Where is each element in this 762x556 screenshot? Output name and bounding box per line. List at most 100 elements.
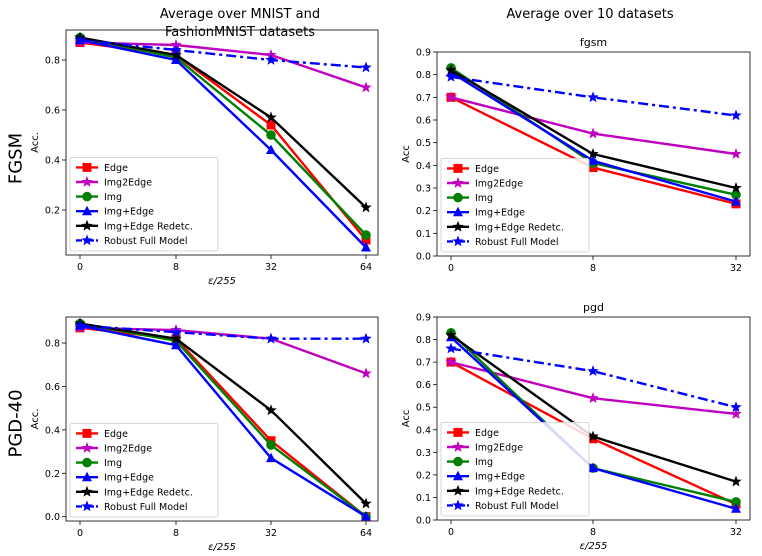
data-point-robust-full-model (360, 61, 372, 73)
y-tick-label: 0.8 (416, 70, 431, 81)
data-point-img-edge-redetc (360, 201, 372, 213)
chart-title: fgsm (580, 36, 607, 49)
legend-label: Edge (104, 429, 128, 440)
legend-label: Edge (104, 163, 128, 174)
legend-label: Img2Edge (475, 443, 523, 454)
legend-label: Img+Edge Redetc. (475, 486, 564, 497)
legend-label: Img+Edge Redetc. (104, 221, 193, 232)
x-tick-label: 8 (173, 528, 179, 539)
legend-label: Robust Full Model (104, 502, 188, 513)
y-tick-label: 0.4 (416, 161, 431, 172)
data-point-robust-full-model (265, 332, 277, 344)
data-point-img2edge (587, 392, 599, 404)
data-point-img (731, 497, 741, 507)
y-tick-label: 0.3 (416, 184, 431, 195)
legend-label: Img+Edge (475, 472, 525, 483)
data-point-img2edge (730, 407, 742, 419)
data-point-img-edge (588, 462, 598, 473)
series-line-img (79, 36, 367, 236)
x-tick-label: 64 (360, 262, 372, 273)
data-point-img2edge (445, 91, 457, 103)
series-line-robust-full-model (79, 324, 366, 340)
legend-box (69, 156, 219, 252)
legend: Edge Img2Edge Img Img+Edge Img+Edge Redetc. R… (69, 156, 219, 252)
legend-marker (452, 484, 464, 496)
legend-marker (81, 485, 93, 497)
chart-panel-3: 0.0 0.1 0.2 0.3 0.4 0.5 0.6 0.7 0.8 0.9 0 8 32 ε/255 A… (401, 301, 751, 552)
legend-marker (82, 428, 92, 438)
data-point-img-edge (361, 242, 371, 252)
y-tick-label: 0.0 (45, 512, 60, 523)
legend-marker (82, 457, 92, 468)
legend-box (440, 421, 590, 517)
data-point-img-edge-redetc (265, 111, 277, 123)
x-axis-label: ε/255 (208, 276, 236, 287)
x-tick-label: 8 (173, 262, 179, 273)
series-line-robust-full-model (79, 38, 367, 69)
data-point-img (266, 130, 276, 140)
series-line-img-edge (79, 38, 367, 249)
series-line-robust-full-model (450, 347, 737, 409)
y-tick-label: 0.0 (416, 516, 431, 527)
y-axis-label: Acc. (30, 132, 41, 153)
legend-marker (452, 220, 464, 232)
data-point-img-edge-redetc (445, 64, 457, 75)
legend-label: Edge (475, 164, 499, 175)
data-point-img-edge (171, 54, 181, 64)
x-tick-label: 0 (448, 263, 454, 274)
legend-marker (82, 205, 92, 216)
data-point-robust-full-model (730, 109, 742, 121)
x-tick-label: 8 (590, 527, 596, 538)
plot-frame (436, 316, 751, 521)
legend-label: Img2Edge (104, 178, 152, 189)
legend-marker (82, 471, 92, 482)
x-tick-label: 0 (77, 528, 83, 539)
legend-marker (453, 427, 463, 437)
y-tick-label: 0.4 (416, 425, 431, 436)
legend-label: Img (104, 192, 122, 203)
column-title-left-line1: Average over MNIST and (159, 7, 321, 22)
data-point-img2edge (360, 81, 372, 93)
data-point-robust-full-model (587, 91, 599, 103)
legend-marker (453, 456, 463, 467)
chart-panel-1: 0.0 0.1 0.2 0.3 0.4 0.5 0.6 0.7 0.8 0.9 0 8 32 Acc fgs… (401, 36, 751, 274)
legend-label: Img (104, 458, 122, 469)
series-line-img-edge-redetc (79, 322, 367, 505)
legend-marker (81, 234, 93, 246)
y-tick-label: 0.1 (416, 493, 431, 504)
x-axis-label: ε/255 (208, 542, 236, 553)
y-axis-label: Acc. (30, 409, 41, 430)
series-line-robust-full-model (450, 75, 737, 117)
data-point-robust-full-model (587, 365, 599, 376)
legend-marker (452, 441, 464, 452)
legend-marker (453, 206, 463, 217)
data-point-robust-full-model (74, 319, 86, 331)
data-point-robust-full-model (265, 54, 277, 65)
y-tick-label: 0.9 (416, 48, 431, 59)
legend-label: Img+Edge Redetc. (475, 222, 564, 233)
y-tick-label: 0.6 (45, 106, 60, 117)
x-axis-label: ε/255 (580, 541, 608, 552)
y-tick-label: 0.4 (45, 156, 60, 167)
plot-frame (65, 29, 379, 256)
data-point-img-edge (588, 155, 598, 165)
data-point-img-edge (361, 511, 371, 521)
legend-box (440, 157, 590, 253)
data-point-img-edge (171, 339, 181, 350)
data-point-edge (361, 235, 371, 245)
legend-marker (82, 162, 92, 172)
data-point-img-edge-redetc (587, 430, 599, 442)
data-point-robust-full-model (74, 34, 86, 45)
y-tick-label: 0.1 (416, 229, 431, 240)
data-point-edge (266, 120, 276, 130)
y-tick-label: 0.6 (45, 382, 60, 393)
y-tick-label: 0.0 (416, 252, 431, 263)
data-point-img2edge (730, 148, 742, 159)
y-tick-label: 0.6 (416, 116, 431, 127)
x-tick-label: 32 (265, 528, 277, 539)
legend-marker (452, 177, 464, 188)
legend-label: Img+Edge (104, 207, 154, 218)
legend-label: Img2Edge (475, 179, 523, 190)
